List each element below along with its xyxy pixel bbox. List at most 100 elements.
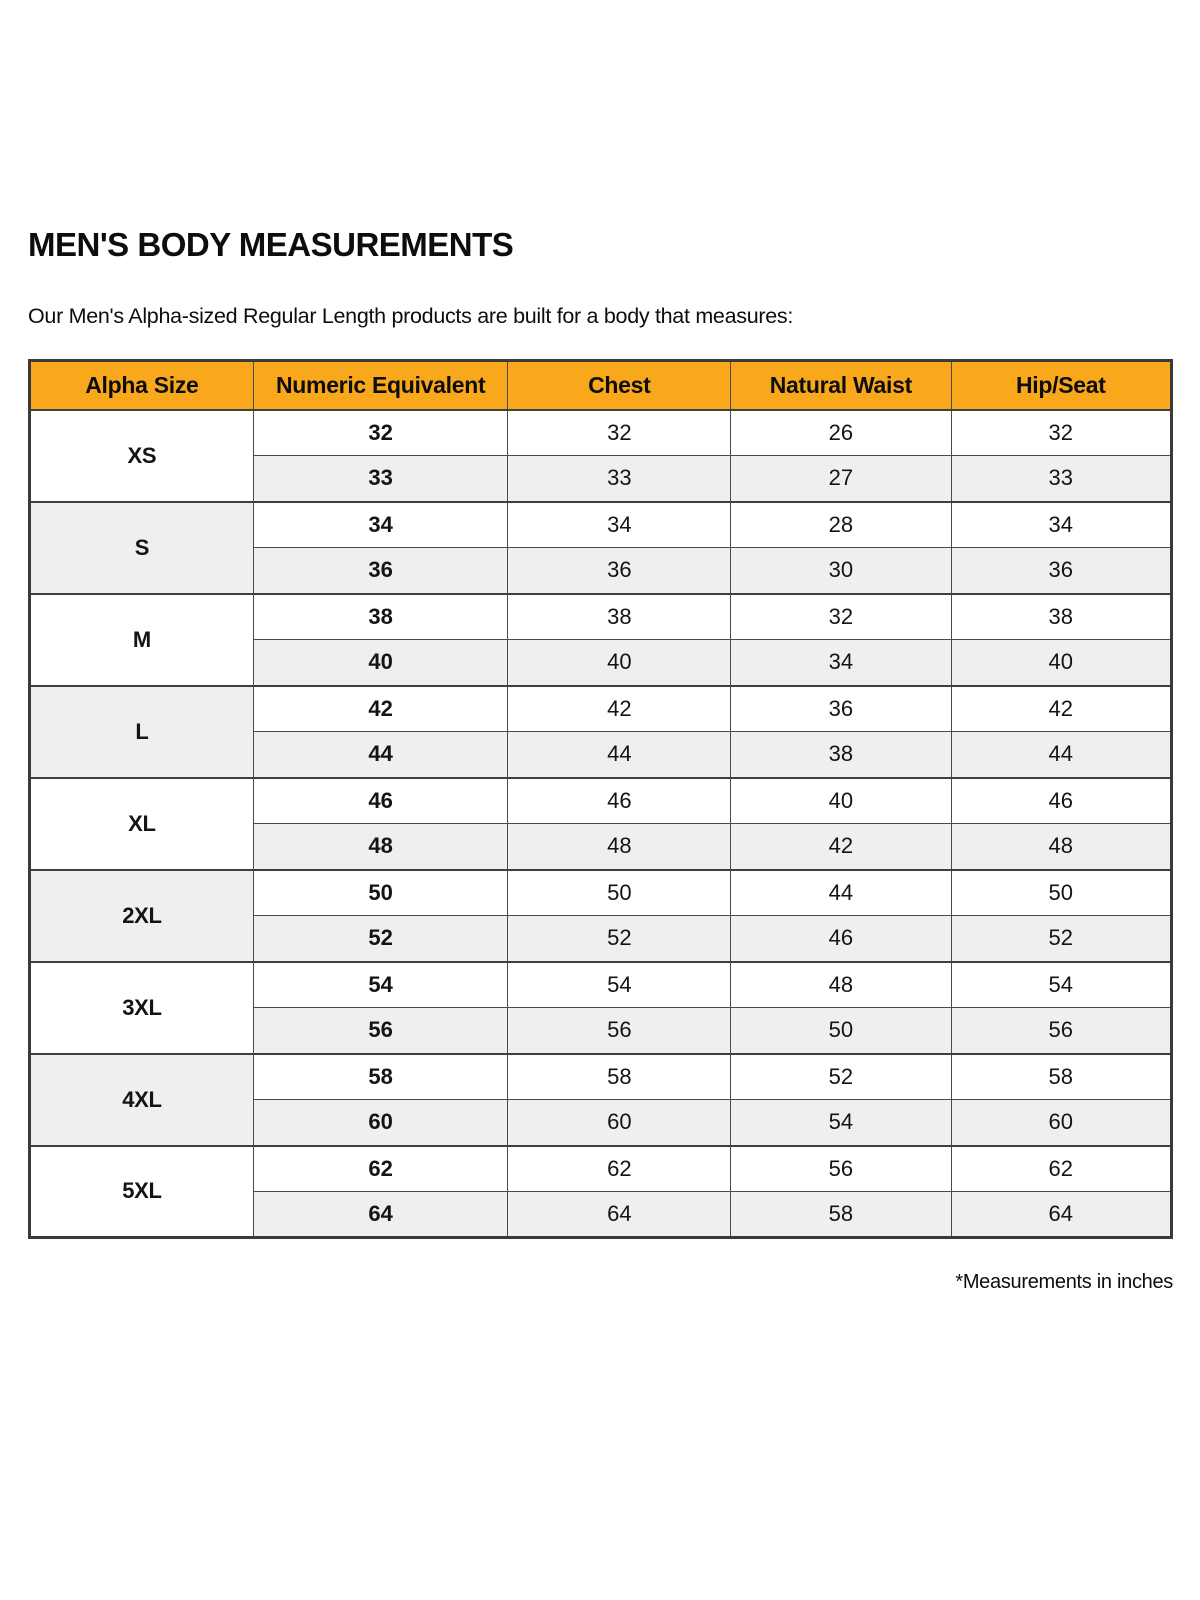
alpha-size-cell: XL	[29, 776, 254, 870]
measurements-footnote: *Measurements in inches	[955, 1271, 1173, 1293]
measurement-cell: 44	[730, 868, 952, 916]
measurement-cell: 52	[950, 915, 1173, 962]
measurement-cell: 54	[507, 960, 732, 1008]
measurement-cell: 34	[950, 500, 1173, 548]
table-row: 60 60 54 60	[30, 1099, 1173, 1146]
measurement-cell: 60	[507, 1099, 732, 1146]
measurement-cell: 60	[950, 1099, 1173, 1146]
page-title: MEN'S BODY MEASUREMENTS	[28, 226, 514, 263]
numeric-equivalent-cell: 62	[252, 1144, 509, 1192]
numeric-equivalent-cell: 54	[252, 960, 509, 1008]
table-header-row: Alpha Size Numeric Equivalent Chest Natu…	[29, 360, 1173, 410]
measurement-cell: 44	[507, 731, 732, 778]
measurement-cell: 56	[507, 1007, 732, 1054]
measurement-cell: 40	[507, 639, 732, 686]
table-row: 36 36 30 36	[30, 547, 1173, 594]
column-header-natural-waist: Natural Waist	[730, 360, 952, 410]
alpha-size-cell: S	[29, 500, 254, 594]
measurement-cell: 36	[507, 547, 732, 594]
numeric-equivalent-cell: 42	[252, 684, 509, 732]
measurement-cell: 52	[730, 1052, 952, 1100]
measurement-cell: 46	[950, 776, 1173, 824]
numeric-equivalent-cell: 36	[252, 547, 509, 594]
numeric-equivalent-cell: 32	[252, 408, 509, 456]
alpha-size-cell: 3XL	[29, 960, 254, 1054]
measurement-cell: 56	[730, 1144, 952, 1192]
measurement-cell: 28	[730, 500, 952, 548]
alpha-size-cell: 4XL	[29, 1052, 254, 1146]
measurement-cell: 58	[950, 1052, 1173, 1100]
measurement-cell: 58	[730, 1191, 952, 1238]
alpha-size-cell: L	[29, 684, 254, 778]
measurement-cell: 46	[507, 776, 732, 824]
table-row: 48 48 42 48	[30, 823, 1173, 870]
numeric-equivalent-cell: 38	[252, 592, 509, 640]
numeric-equivalent-cell: 58	[252, 1052, 509, 1100]
page-content: MEN'S BODY MEASUREMENTS Our Men's Alpha-…	[28, 226, 1173, 1293]
table-row: 40 40 34 40	[30, 639, 1173, 686]
measurement-cell: 34	[507, 500, 732, 548]
page-subtitle: Our Men's Alpha-sized Regular Length pro…	[28, 304, 793, 328]
measurement-cell: 32	[730, 592, 952, 640]
measurement-cell: 62	[507, 1144, 732, 1192]
measurement-cell: 50	[507, 868, 732, 916]
alpha-size-cell: M	[29, 592, 254, 686]
measurement-cell: 48	[950, 823, 1173, 870]
measurement-cell: 42	[950, 684, 1173, 732]
column-header-hip-seat: Hip/Seat	[950, 360, 1173, 410]
measurement-cell: 54	[730, 1099, 952, 1146]
measurement-cell: 46	[730, 915, 952, 962]
measurement-cell: 64	[950, 1191, 1173, 1238]
measurement-cell: 40	[950, 639, 1173, 686]
table-row: 33 33 27 33	[30, 455, 1173, 502]
numeric-equivalent-cell: 64	[252, 1191, 509, 1238]
measurement-cell: 36	[950, 547, 1173, 594]
column-header-numeric-equivalent: Numeric Equivalent	[252, 360, 509, 410]
measurement-cell: 50	[950, 868, 1173, 916]
measurement-cell: 38	[950, 592, 1173, 640]
table-row: M 38 38 32 38	[29, 592, 1173, 686]
measurement-cell: 48	[507, 823, 732, 870]
numeric-equivalent-cell: 34	[252, 500, 509, 548]
measurement-cell: 50	[730, 1007, 952, 1054]
numeric-equivalent-cell: 50	[252, 868, 509, 916]
measurement-cell: 32	[950, 408, 1173, 456]
measurement-cell: 30	[730, 547, 952, 594]
table-row: XL 46 46 40 46	[29, 776, 1173, 870]
measurement-cell: 33	[950, 455, 1173, 502]
table-row: 3XL 54 54 48 54	[29, 960, 1173, 1054]
measurement-cell: 48	[730, 960, 952, 1008]
measurement-cell: 27	[730, 455, 952, 502]
measurement-cell: 42	[507, 684, 732, 732]
measurement-cell: 38	[730, 731, 952, 778]
measurement-cell: 40	[730, 776, 952, 824]
measurement-cell: 42	[730, 823, 952, 870]
measurement-cell: 33	[507, 455, 732, 502]
column-header-alpha-size: Alpha Size	[29, 360, 254, 410]
table-row: 5XL 62 62 56 62	[29, 1144, 1173, 1238]
measurement-cell: 32	[507, 408, 732, 456]
measurement-cell: 44	[950, 731, 1173, 778]
table-row: XS 32 32 26 32	[29, 408, 1173, 502]
measurement-cell: 26	[730, 408, 952, 456]
table-row: 4XL 58 58 52 58	[29, 1052, 1173, 1146]
measurement-cell: 64	[507, 1191, 732, 1238]
measurement-cell: 52	[507, 915, 732, 962]
table-row: L 42 42 36 42	[29, 684, 1173, 778]
numeric-equivalent-cell: 60	[252, 1099, 509, 1146]
alpha-size-cell: XS	[29, 408, 254, 502]
size-table-body: XS 32 32 26 32 33 33 27 33 S 34 34 28 34 36 36 30 36 M 38 38…	[29, 408, 1173, 1238]
measurement-cell: 56	[950, 1007, 1173, 1054]
table-row: 2XL 50 50 44 50	[29, 868, 1173, 962]
numeric-equivalent-cell: 48	[252, 823, 509, 870]
measurement-cell: 38	[507, 592, 732, 640]
measurement-cell: 58	[507, 1052, 732, 1100]
size-chart-table: Alpha Size Numeric Equivalent Chest Natu…	[28, 359, 1173, 1239]
numeric-equivalent-cell: 33	[252, 455, 509, 502]
table-row: 52 52 46 52	[30, 915, 1173, 962]
numeric-equivalent-cell: 40	[252, 639, 509, 686]
numeric-equivalent-cell: 52	[252, 915, 509, 962]
table-row: 64 64 58 64	[30, 1191, 1173, 1238]
table-row: S 34 34 28 34	[29, 500, 1173, 594]
measurement-cell: 54	[950, 960, 1173, 1008]
